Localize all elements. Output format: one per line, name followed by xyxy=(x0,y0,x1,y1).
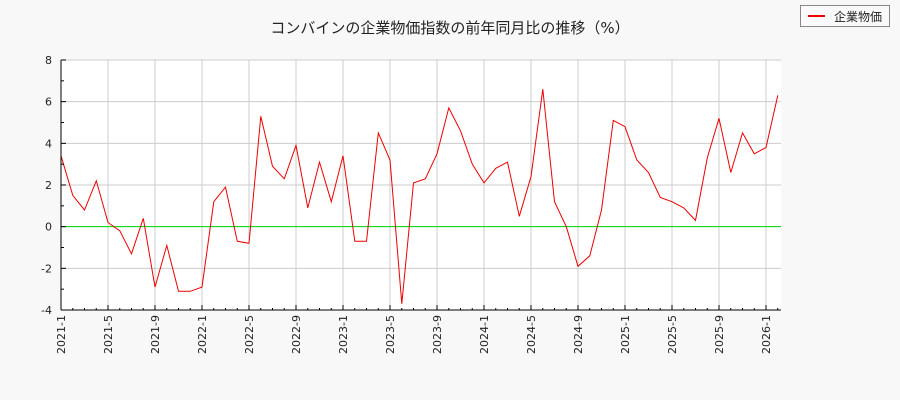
y-tick-label: 6 xyxy=(45,96,52,109)
x-tick-label: 2025-5 xyxy=(666,315,679,354)
x-tick-label: 2021-9 xyxy=(149,315,162,354)
x-tick-label: 2023-1 xyxy=(337,315,350,354)
legend-swatch-icon xyxy=(808,15,825,17)
series-line xyxy=(60,89,779,304)
y-tick-label: 4 xyxy=(45,137,52,150)
x-tick-label: 2024-9 xyxy=(572,315,585,354)
x-tick-label: 2023-5 xyxy=(384,315,397,354)
y-tick-label: 0 xyxy=(45,221,52,234)
x-tick-label: 2022-1 xyxy=(196,315,209,354)
chart-title: コンバインの企業物価指数の前年同月比の推移（%） xyxy=(270,19,630,37)
x-tick-label: 2022-5 xyxy=(243,315,256,354)
y-tick-label: 2 xyxy=(45,179,52,192)
x-tick-label: 2021-1 xyxy=(55,315,68,354)
x-axis-ticks: 2021-1 2021-5 2021-9 2022-1 2022-5 2022-9 2023… xyxy=(55,305,779,354)
x-tick-label: 2021-5 xyxy=(102,315,115,354)
y-tick-label: -4 xyxy=(41,304,52,317)
y-tick-label: 8 xyxy=(45,54,52,67)
x-tick-label: 2025-1 xyxy=(619,315,632,354)
x-tick-label: 2026-1 xyxy=(760,315,773,354)
legend: 企業物価 xyxy=(800,5,890,27)
y-axis-ticks: -4 -2 0 2 4 6 8 xyxy=(41,54,66,317)
x-tick-label: 2025-9 xyxy=(713,315,726,354)
x-tick-label: 2022-9 xyxy=(290,315,303,354)
x-tick-label: 2023-9 xyxy=(431,315,444,354)
series-polyline xyxy=(60,89,779,304)
y-tick-label: -2 xyxy=(41,262,52,275)
x-tick-label: 2024-5 xyxy=(525,315,538,354)
legend-label: 企業物価 xyxy=(834,9,883,24)
x-tick-label: 2024-1 xyxy=(478,315,491,354)
